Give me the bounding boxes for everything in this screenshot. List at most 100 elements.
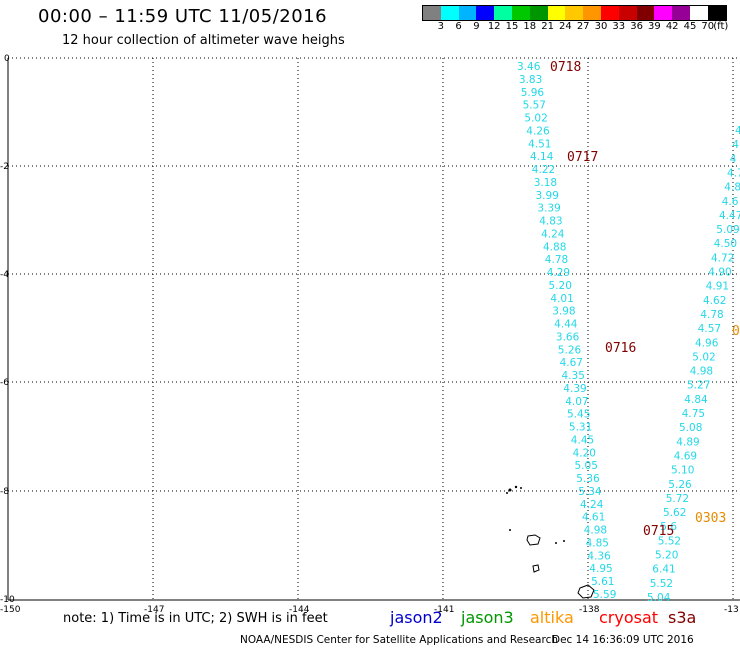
wave-height-value: 4.61 xyxy=(582,512,605,524)
axis-labels: 0 -2 -4 -6 -8 -10-150 -147 -144 -141 -138 -13 xyxy=(0,54,739,615)
wave-height-value: 4.78 xyxy=(545,254,568,266)
color-scale-label: 6 xyxy=(455,21,462,32)
islands xyxy=(506,485,595,599)
color-scale-label: 18 xyxy=(523,21,537,32)
wave-height-value: 5.05 xyxy=(575,460,598,472)
color-scale-label: 70 xyxy=(701,21,715,32)
wave-height-value: 4.85 xyxy=(586,538,609,550)
wave-height-value: 4.69 xyxy=(674,451,697,463)
wave-height-value: 4.26 xyxy=(526,125,550,137)
wave-height-value: 5.45 xyxy=(567,409,590,421)
wave-height-value: 5.31 xyxy=(569,422,592,434)
satellite-legend-jason3: jason3 xyxy=(461,608,514,627)
color-scale-label: 12 xyxy=(487,21,501,32)
color-scale-bar xyxy=(422,5,727,21)
satellite-legend-altika: altika xyxy=(530,608,574,627)
satellite-legend-cryosat: cryosat xyxy=(599,608,659,627)
color-scale-label: (ft) xyxy=(713,21,729,32)
longitude-tick-label: -150 xyxy=(0,605,21,615)
island-outline xyxy=(532,564,540,573)
latitude-tick-label: -2 xyxy=(0,162,9,172)
wave-height-value: 4.88 xyxy=(543,241,566,253)
wave-height-value: 4.6 xyxy=(722,196,739,208)
wave-height-value: 4.89 xyxy=(676,436,699,448)
wave-height-value: 4.62 xyxy=(703,295,726,307)
island-dot xyxy=(555,542,557,544)
wave-height-value: 5.20 xyxy=(549,280,572,292)
color-scale-label: 30 xyxy=(594,21,608,32)
island-dot xyxy=(563,540,565,542)
color-swatch xyxy=(654,6,673,20)
color-scale-label: 27 xyxy=(576,21,590,32)
color-swatch xyxy=(565,6,584,20)
wave-height-value: 3.98 xyxy=(552,306,575,318)
wave-height-value: 4.7 xyxy=(727,168,740,180)
wave-height-value: 4.98 xyxy=(584,525,607,537)
wave-height-value: 4.78 xyxy=(700,309,723,321)
wave-height-value: 4.57 xyxy=(698,323,721,335)
wave-height-value: 4.98 xyxy=(690,366,713,378)
wave-height-value: 4.36 xyxy=(587,550,611,562)
latitude-tick-label: -10 xyxy=(0,595,15,605)
color-scale-label: 15 xyxy=(505,21,519,32)
wave-height-value: 5.02 xyxy=(692,351,715,363)
island-dot xyxy=(520,487,522,489)
color-swatch xyxy=(511,6,530,20)
wave-height-value: 4.50 xyxy=(714,238,737,250)
grid-lines xyxy=(8,57,740,600)
satellite-legend-jason2: jason2 xyxy=(390,608,443,627)
page-subtitle: 12 hour collection of altimeter wave hei… xyxy=(62,33,345,48)
wave-height-value: 5.04 xyxy=(647,592,671,604)
time-label-0717: 0717 xyxy=(567,150,598,165)
time-label-0718: 0718 xyxy=(550,60,581,75)
wave-height-value: 5.10 xyxy=(671,465,694,477)
color-scale-label: 42 xyxy=(665,21,679,32)
wave-height-value: 3.66 xyxy=(556,331,580,343)
longitude-tick-label: -141 xyxy=(434,605,454,615)
wave-height-value: 5.27 xyxy=(687,380,710,392)
satellite-legend-s3a: s3a xyxy=(668,608,697,627)
time-label-0: 0 xyxy=(732,324,740,339)
wave-height-value: 4.47 xyxy=(719,210,740,222)
latitude-tick-label: 0 xyxy=(4,54,10,64)
wave-height-value: 3.83 xyxy=(519,74,542,86)
wave-height-value: 4.01 xyxy=(550,293,573,305)
wave-height-value: 4 xyxy=(735,125,740,137)
wave-height-value: 3.46 xyxy=(517,61,541,73)
color-scale-label: 45 xyxy=(683,21,697,32)
longitude-tick-label: -144 xyxy=(289,605,310,615)
color-swatch xyxy=(707,6,726,20)
wave-height-value: 5.36 xyxy=(576,473,600,485)
wave-height-value: 5.08 xyxy=(679,422,702,434)
wave-height-value: 5.57 xyxy=(523,100,546,112)
wave-height-value: 5.26 xyxy=(668,479,692,491)
track-a-values: 3.463.835.965.575.024.264.514.144.223.18… xyxy=(517,61,616,601)
wave-height-value: 5.61 xyxy=(591,576,614,588)
page-title: 00:00 – 11:59 UTC 11/05/2016 xyxy=(38,6,328,27)
latitude-tick-label: -4 xyxy=(0,270,9,280)
color-scale-label: 21 xyxy=(541,21,554,32)
island-dot xyxy=(506,492,508,494)
latitude-tick-label: -6 xyxy=(0,378,9,388)
island-outline xyxy=(526,534,541,546)
color-scale-label: 36 xyxy=(630,21,643,32)
wave-height-value: 4.24 xyxy=(580,499,604,511)
latitude-tick-label: -8 xyxy=(0,487,9,497)
wave-height-value: 6.41 xyxy=(652,564,675,576)
color-scale-label: 24 xyxy=(559,21,572,32)
generated-timestamp: Dec 14 16:36:09 UTC 2016 xyxy=(552,634,694,646)
wave-height-value: 4.22 xyxy=(532,164,555,176)
wave-height-value: 4.20 xyxy=(573,447,596,459)
wave-height-value: 4.07 xyxy=(565,396,588,408)
color-scale-label: 9 xyxy=(473,21,480,32)
island-outline xyxy=(577,584,595,599)
wave-height-value: 4.44 xyxy=(554,319,578,331)
time-label-0715: 0715 xyxy=(643,524,674,539)
color-swatch xyxy=(423,6,441,20)
wave-height-value: 3.39 xyxy=(537,203,560,215)
color-swatch xyxy=(476,6,495,20)
color-swatch xyxy=(618,6,637,20)
wave-height-value: 4.91 xyxy=(706,281,729,293)
wave-height-value: 4.35 xyxy=(562,370,585,382)
